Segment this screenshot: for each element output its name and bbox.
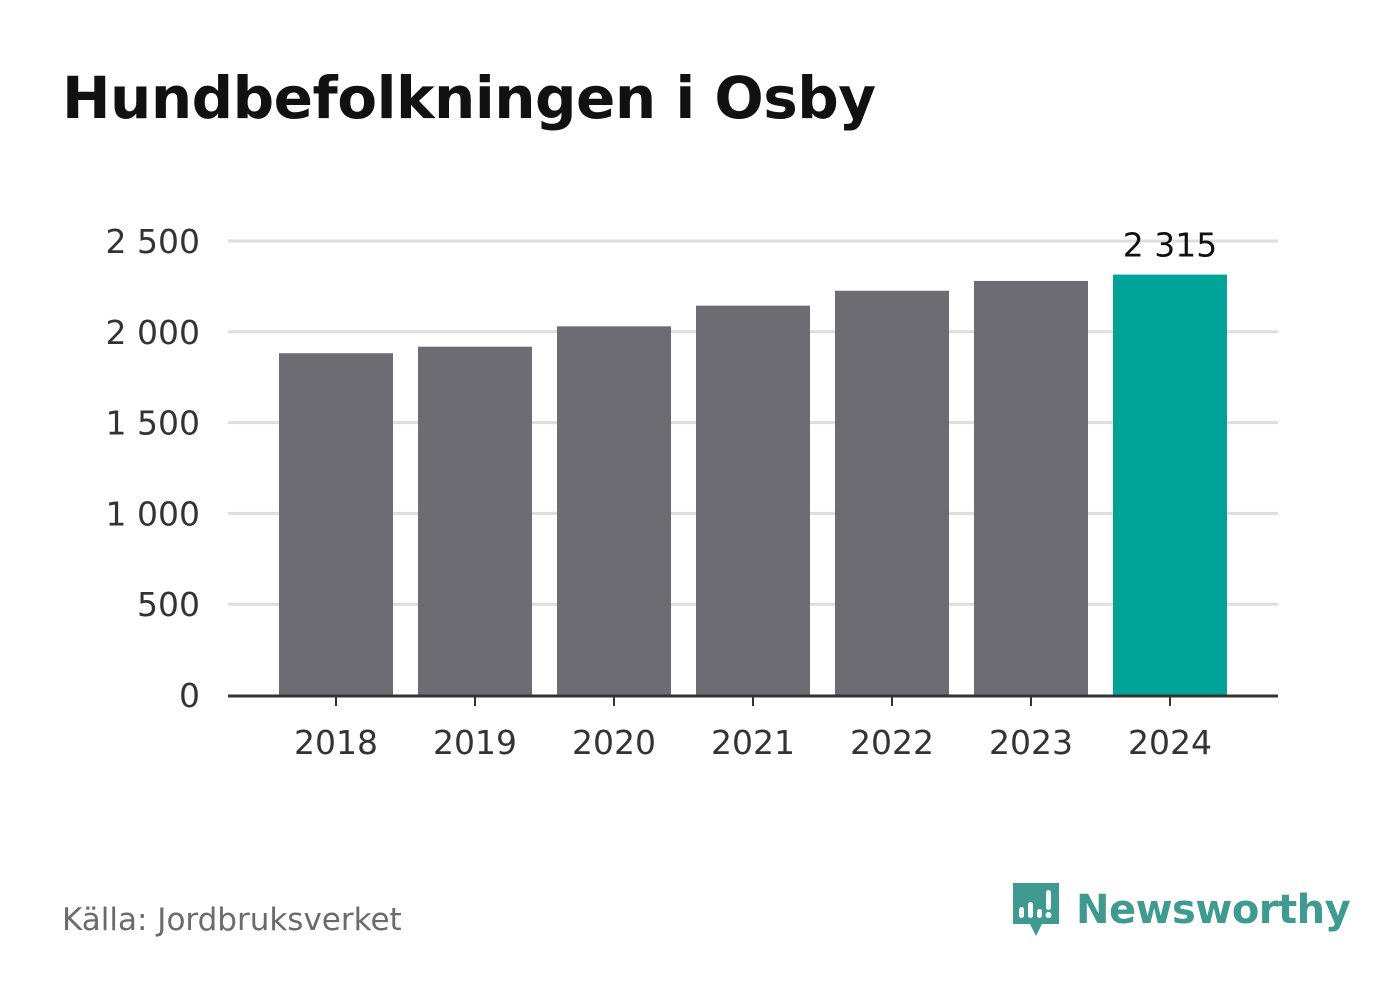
y-tick-label: 0 bbox=[179, 676, 200, 715]
y-axis-tick-labels: 0 500 1 000 1 500 2 000 2 500 bbox=[106, 222, 200, 715]
y-tick-label: 2 500 bbox=[106, 222, 200, 261]
x-tick-label: 2022 bbox=[850, 723, 934, 762]
x-axis-tick-labels: 2018 2019 2020 2021 2022 2023 2024 bbox=[294, 723, 1212, 762]
data-label: 2 315 bbox=[1123, 226, 1217, 265]
bar-2020 bbox=[557, 326, 671, 695]
bar-chart: 0 500 1 000 1 500 2 000 2 500 2018 2019 2020 202… bbox=[106, 222, 1278, 762]
bar-2018 bbox=[279, 353, 393, 695]
x-axis bbox=[228, 694, 1278, 706]
brand[interactable]: Newsworthy bbox=[1010, 878, 1351, 942]
y-tick-label: 1 000 bbox=[106, 494, 200, 533]
chart-title: Hundbefolkningen i Osby bbox=[62, 64, 876, 132]
y-tick-label: 1 500 bbox=[106, 404, 200, 443]
x-tick-label: 2023 bbox=[989, 723, 1073, 762]
bar-2024 bbox=[1113, 274, 1227, 695]
x-tick-label: 2019 bbox=[433, 723, 517, 762]
newsworthy-logo-icon bbox=[1013, 883, 1059, 936]
brand-name: Newsworthy bbox=[1076, 887, 1351, 933]
bar-2023 bbox=[974, 280, 1088, 695]
x-tick-label: 2020 bbox=[572, 723, 656, 762]
bar-2021 bbox=[696, 305, 810, 695]
x-tick-label: 2018 bbox=[294, 723, 378, 762]
y-tick-label: 500 bbox=[137, 585, 200, 624]
x-tick-label: 2024 bbox=[1128, 723, 1212, 762]
bar-2022 bbox=[835, 290, 949, 695]
data-labels: 2 315 bbox=[1123, 226, 1217, 265]
source-note: Källa: Jordbruksverket bbox=[62, 902, 402, 938]
x-tick-label: 2021 bbox=[711, 723, 795, 762]
y-tick-label: 2 000 bbox=[106, 313, 200, 352]
bars bbox=[279, 274, 1227, 695]
bar-2019 bbox=[418, 346, 532, 695]
